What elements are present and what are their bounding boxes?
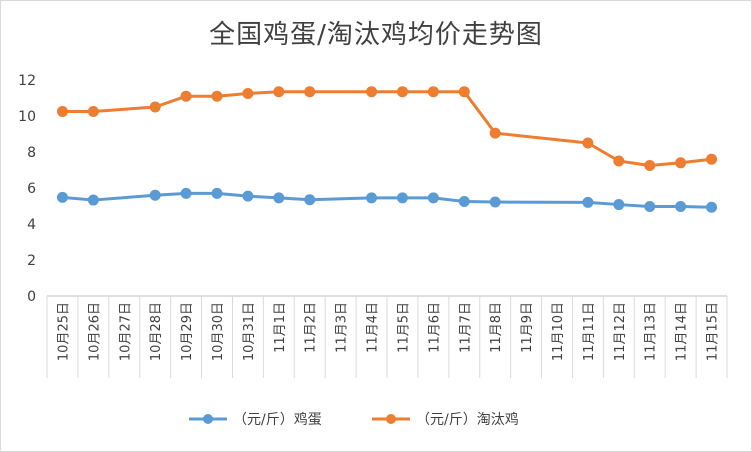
data-point	[644, 201, 656, 213]
x-tick-label: 11月13日	[644, 302, 659, 361]
x-tick-label: 10月27日	[118, 302, 133, 361]
x-tick-label: 11月5日	[396, 302, 411, 353]
legend-entry-2: （元/斤）淘汰鸡	[372, 411, 519, 428]
x-tick-label: 11月2日	[304, 302, 319, 353]
x-tick-label: 10月28日	[149, 302, 164, 361]
data-point	[56, 191, 68, 203]
x-tick-label: 10月26日	[87, 302, 102, 361]
x-tick-label: 11月10日	[551, 302, 566, 361]
data-point	[87, 194, 99, 206]
x-tick-label: 11月7日	[458, 302, 473, 353]
data-point	[180, 187, 192, 199]
data-point	[366, 192, 378, 204]
data-point	[706, 153, 718, 165]
data-point	[366, 86, 378, 98]
y-tick-label: 10	[18, 109, 36, 125]
legend: （元/斤）鸡蛋 （元/斤）淘汰鸡	[189, 411, 519, 428]
series-2	[56, 86, 718, 171]
legend-entry-1: （元/斤）鸡蛋	[189, 411, 322, 428]
data-point	[211, 187, 223, 199]
x-tick-label: 11月12日	[613, 302, 628, 361]
x-tick-label: 11月11日	[582, 302, 597, 361]
data-point	[396, 192, 408, 204]
y-tick-label: 0	[27, 289, 36, 305]
data-point	[675, 157, 687, 169]
legend-label: （元/斤）淘汰鸡	[416, 411, 519, 428]
data-point	[87, 106, 99, 117]
y-tick-label: 12	[18, 73, 36, 89]
data-point	[242, 88, 254, 99]
data-point	[56, 106, 68, 117]
data-point	[273, 192, 285, 204]
x-tick-label: 10月30日	[211, 302, 226, 361]
x-tick-label: 11月15日	[706, 302, 721, 361]
data-point	[582, 137, 594, 149]
x-tick-label: 11月1日	[273, 302, 288, 353]
data-point	[242, 190, 254, 202]
y-tick-label: 2	[27, 253, 36, 269]
data-point	[489, 127, 501, 139]
x-tick-label: 10月25日	[56, 302, 71, 361]
data-point	[613, 155, 625, 167]
y-tick-label: 4	[27, 217, 36, 233]
x-tick-label: 11月9日	[520, 302, 535, 353]
y-tick-label: 8	[27, 145, 36, 161]
x-tick-label: 10月31日	[242, 302, 257, 361]
x-tick-label: 11月8日	[489, 302, 504, 353]
legend-swatch-marker	[203, 414, 213, 424]
data-point	[706, 201, 718, 213]
data-point	[149, 189, 161, 201]
data-point	[427, 86, 439, 98]
data-point	[582, 196, 594, 208]
chart-title: 全国鸡蛋/淘汰鸡均价走势图	[209, 20, 543, 50]
data-point	[427, 192, 439, 204]
data-point	[489, 196, 501, 208]
x-tick-label: 11月6日	[427, 302, 442, 353]
data-point	[149, 101, 161, 113]
legend-swatch-marker	[386, 414, 396, 424]
data-point	[273, 86, 285, 98]
x-tick-label: 10月29日	[180, 302, 195, 361]
x-tick-label: 11月14日	[675, 302, 690, 361]
x-tick-label: 11月4日	[366, 302, 381, 353]
data-point	[613, 199, 625, 211]
data-point	[458, 196, 470, 207]
x-tick-label: 11月3日	[335, 302, 350, 353]
legend-label: （元/斤）鸡蛋	[233, 411, 322, 428]
data-point	[675, 201, 687, 213]
y-tick-label: 6	[27, 181, 36, 197]
series-layer	[56, 86, 718, 213]
axes: 0 2 4 6 8 10 12 10月25日 10月26日 10月27日 10月28日 10月29日 1…	[18, 73, 728, 378]
series-1	[56, 187, 718, 213]
data-point	[304, 86, 316, 98]
series-line	[62, 90, 712, 167]
data-point	[180, 90, 192, 102]
data-point	[304, 194, 316, 206]
data-point	[396, 86, 408, 98]
data-point	[211, 90, 223, 102]
data-point	[458, 86, 470, 98]
data-point	[644, 160, 656, 171]
